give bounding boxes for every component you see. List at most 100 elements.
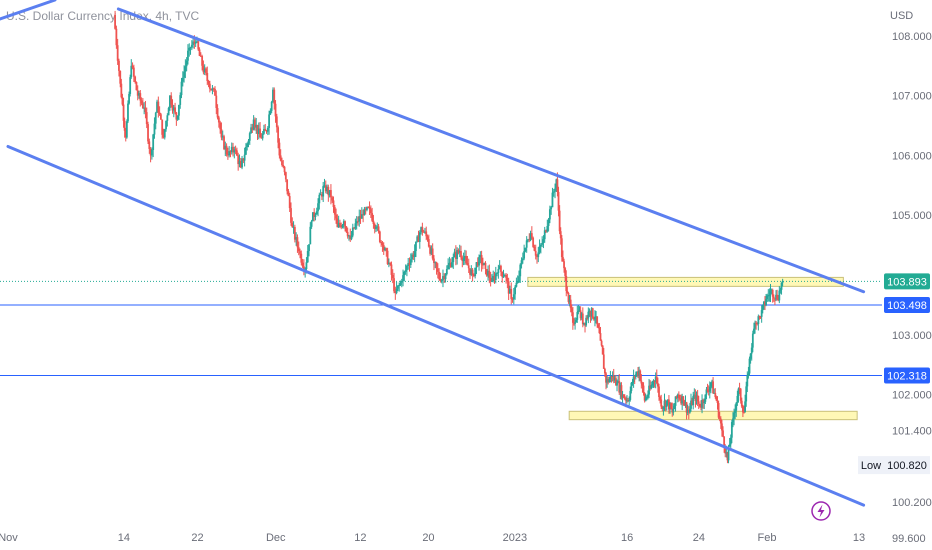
candle-body	[364, 208, 367, 210]
candle-body	[317, 203, 319, 212]
candle-body	[568, 299, 571, 302]
candle-body	[127, 103, 129, 122]
candle-body	[471, 269, 474, 275]
candle-body	[640, 380, 643, 384]
candle-body	[501, 271, 504, 277]
candle-body	[737, 388, 740, 396]
candle-body	[687, 410, 690, 413]
candle-body	[724, 446, 727, 454]
candle-body	[371, 213, 374, 221]
zone-1[interactable]	[568, 410, 858, 421]
candle-body	[252, 119, 255, 130]
candle-body	[586, 317, 589, 319]
candle-body	[184, 66, 187, 72]
candle-body	[771, 289, 774, 297]
candle-body	[683, 400, 686, 406]
candle-body	[331, 197, 334, 201]
candle-body	[545, 230, 547, 232]
candle-body	[176, 115, 179, 120]
trend-line-partial[interactable]	[0, 0, 57, 21]
candle-body	[385, 248, 388, 251]
candle-body	[581, 313, 584, 325]
candle-body	[738, 388, 741, 390]
candle-body	[305, 262, 308, 270]
candle-body	[375, 227, 377, 229]
candle-body	[714, 392, 717, 397]
candle-body	[148, 141, 151, 149]
candle-body	[698, 403, 701, 407]
candle-body	[503, 275, 506, 277]
candle-body	[130, 65, 133, 78]
candle-body	[644, 397, 647, 401]
candle-body	[655, 376, 658, 384]
candle-body	[172, 107, 175, 111]
candle-body	[675, 396, 678, 398]
candle-body	[555, 179, 558, 189]
low-value: 100.820	[887, 460, 927, 472]
candle-body	[677, 394, 680, 399]
candle-body	[658, 386, 660, 397]
candle-body	[623, 397, 626, 399]
candle-body	[542, 239, 545, 244]
candle-body	[745, 386, 748, 402]
candle-body	[512, 294, 515, 300]
candle-body	[493, 275, 496, 280]
candle-body	[634, 374, 637, 377]
candle-body	[118, 60, 120, 71]
candle-body	[711, 381, 713, 383]
candle-body	[309, 226, 312, 245]
candle-body	[376, 226, 379, 228]
candle-body	[210, 88, 213, 91]
candle-body	[564, 268, 567, 276]
candle-body	[167, 107, 170, 116]
candle-body	[165, 120, 167, 130]
candle-body	[408, 263, 411, 265]
channel-lower-line[interactable]	[6, 144, 866, 507]
y-axis: 108.000 107.000 106.000 105.000 103.000 102.0…	[892, 31, 932, 545]
candle-body	[736, 395, 739, 403]
candle-body	[753, 328, 755, 334]
candle-body	[633, 376, 636, 378]
candle-body	[768, 295, 771, 297]
candle-body	[629, 390, 632, 400]
candle-body	[662, 407, 665, 409]
candle-body	[424, 231, 426, 233]
candle-body	[777, 298, 780, 301]
candle-body	[704, 394, 707, 402]
lightning-icon[interactable]	[811, 501, 831, 521]
candle-body	[466, 263, 469, 266]
candle-body	[706, 389, 709, 391]
candle-body	[668, 399, 670, 410]
candle-body	[757, 316, 760, 325]
candle-body	[739, 388, 742, 401]
candle-body	[189, 47, 192, 49]
candle-body	[534, 250, 537, 256]
channel-layer[interactable]	[0, 0, 866, 507]
candle-body	[398, 284, 401, 286]
candle-body	[208, 83, 211, 89]
candle-body	[306, 251, 309, 263]
candle-body	[670, 403, 673, 409]
candle-body	[460, 251, 462, 258]
candle-body	[326, 186, 328, 192]
candle-body	[451, 262, 453, 267]
candle-body	[431, 248, 434, 259]
candle-body	[390, 264, 393, 275]
price-tag-label: 103.893	[887, 276, 927, 288]
candle-body	[744, 401, 747, 413]
zone-0[interactable]	[527, 276, 844, 287]
candle-body	[666, 399, 669, 401]
candle-body	[279, 155, 282, 161]
candle-body	[617, 381, 620, 383]
price-tag-0	[884, 273, 930, 290]
channel-upper-line[interactable]	[116, 7, 866, 294]
candle-body	[380, 241, 383, 243]
candle-body	[268, 114, 270, 128]
candle-body	[275, 116, 278, 128]
candle-body	[721, 423, 723, 431]
candle-body	[479, 255, 482, 258]
candle-body	[217, 117, 220, 123]
candle-body	[612, 375, 615, 381]
candle-body	[140, 100, 143, 104]
candle-body	[150, 149, 153, 156]
